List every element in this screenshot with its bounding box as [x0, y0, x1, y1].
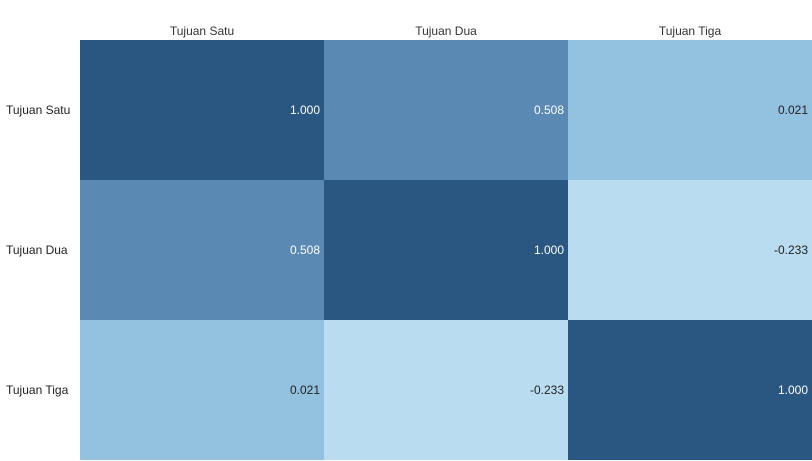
heatmap-cell	[324, 180, 568, 320]
heatmap-cell	[324, 40, 568, 180]
cell-value-label: 1.000	[290, 103, 320, 117]
cell-value-label: -0.233	[774, 243, 808, 257]
row-labels: Tujuan Satu Tujuan Dua Tujuan Tiga	[6, 103, 70, 397]
heatmap-cell	[80, 180, 324, 320]
heatmap-cell	[568, 40, 812, 180]
cell-value-label: 0.021	[778, 103, 808, 117]
cell-value-label: -0.233	[530, 383, 564, 397]
cell-value-label: 0.021	[290, 383, 320, 397]
cell-value-label: 0.508	[534, 103, 564, 117]
heatmap-cell	[568, 180, 812, 320]
heatmap-cells: 1.000 0.508 0.021 0.508 1.000 -0.233 0.021 -0.2…	[80, 40, 812, 460]
heatmap-cell	[80, 320, 324, 460]
cell-value-label: 0.508	[290, 243, 320, 257]
row-label: Tujuan Dua	[6, 243, 68, 257]
column-label: Tujuan Dua	[415, 24, 477, 38]
row-label: Tujuan Tiga	[6, 383, 69, 397]
heatmap-cell	[80, 40, 324, 180]
column-label: Tujuan Tiga	[659, 24, 722, 38]
cell-value-label: 1.000	[534, 243, 564, 257]
heatmap-cell	[324, 320, 568, 460]
heatmap-cell	[568, 320, 812, 460]
column-label: Tujuan Satu	[170, 24, 234, 38]
row-label: Tujuan Satu	[6, 103, 70, 117]
cell-value-label: 1.000	[778, 383, 808, 397]
column-labels: Tujuan Satu Tujuan Dua Tujuan Tiga	[170, 24, 722, 38]
